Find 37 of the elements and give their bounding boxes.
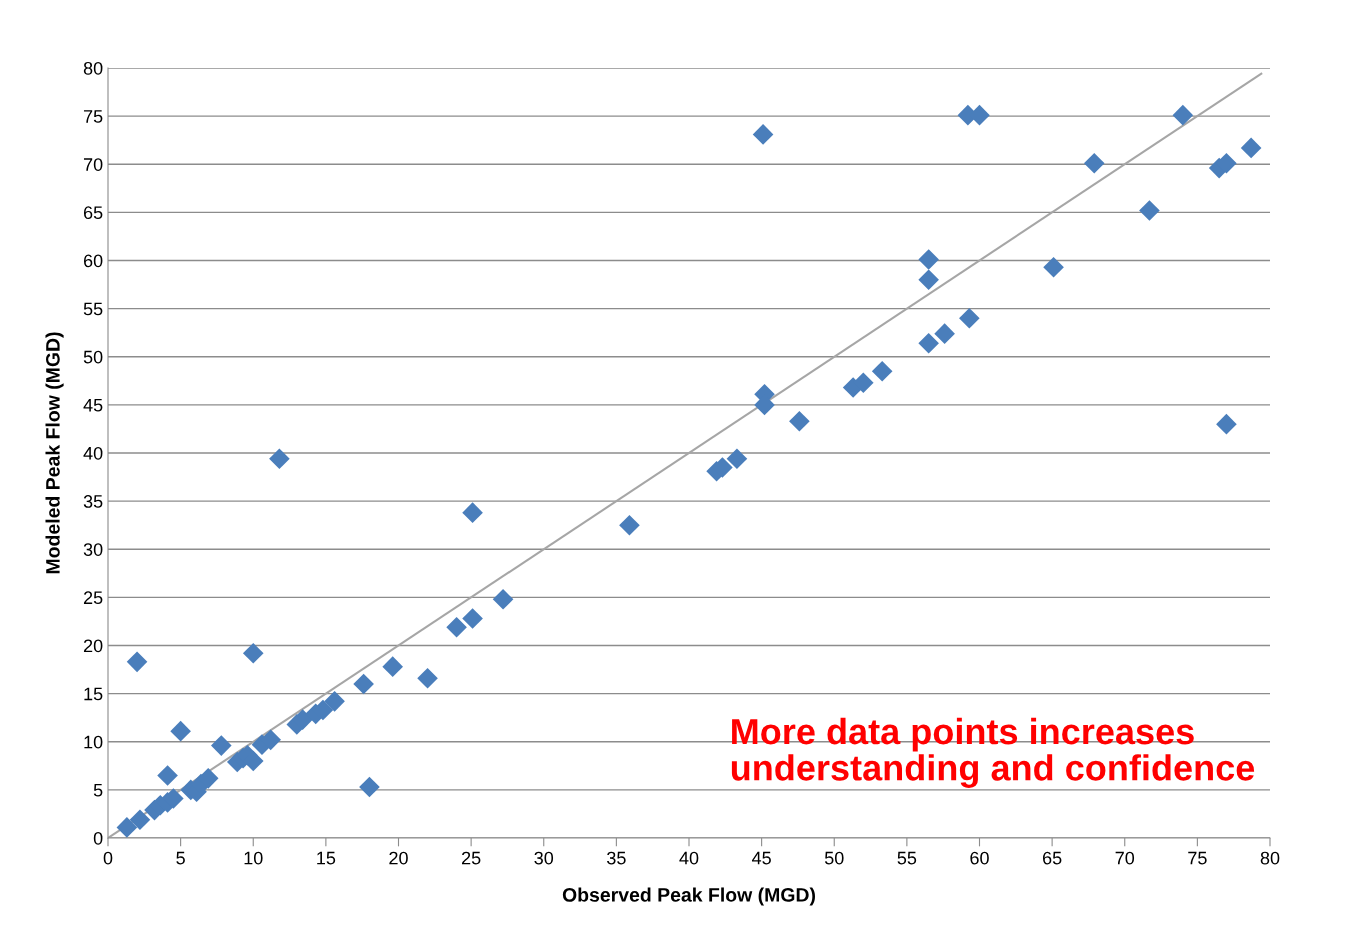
y-tick-label: 65 — [83, 206, 103, 220]
y-tick-label: 80 — [83, 61, 103, 75]
y-tick-label: 75 — [83, 110, 103, 123]
x-tick-label: 55 — [897, 851, 917, 865]
y-tick-label: 0 — [93, 831, 103, 845]
y-tick-label: 30 — [83, 543, 103, 556]
x-tick-label: 65 — [1043, 851, 1062, 865]
x-tick-label: 40 — [679, 851, 699, 865]
y-tick-label: 50 — [83, 350, 103, 364]
x-tick-label: 10 — [244, 851, 263, 865]
y-tick-label: 60 — [83, 254, 103, 268]
x-tick-label: 50 — [824, 851, 844, 865]
x-tick-label: 20 — [389, 851, 408, 865]
y-tick-label: 45 — [83, 399, 103, 412]
x-axis-title: Observed Peak Flow (MGD) — [562, 887, 815, 906]
x-tick-label: 30 — [534, 851, 554, 865]
x-tick-label: 80 — [1260, 851, 1280, 865]
y-tick-label: 10 — [84, 735, 103, 749]
y-tick-label: 35 — [83, 495, 103, 508]
y-tick-label: 25 — [83, 591, 103, 605]
annotation: More data points increases understanding and confidence — [731, 717, 1255, 788]
y-tick-label: 55 — [83, 302, 103, 316]
x-tick-label: 75 — [1188, 851, 1207, 865]
x-tick-label: 70 — [1115, 851, 1135, 865]
x-tick-label: 15 — [317, 851, 336, 865]
x-tick-label: 0 — [103, 851, 113, 865]
y-axis-title: Modeled Peak Flow (MGD) — [45, 332, 64, 574]
x-tick-label: 45 — [752, 851, 771, 865]
x-tick-label: 35 — [607, 851, 626, 865]
y-tick-label: 40 — [83, 446, 103, 460]
y-tick-label: 20 — [83, 639, 103, 653]
x-tick-label: 60 — [970, 851, 989, 865]
x-tick-label: 25 — [461, 851, 481, 865]
y-tick-label: 5 — [93, 784, 103, 797]
y-tick-label: 15 — [84, 687, 103, 701]
y-tick-label: 70 — [83, 158, 103, 171]
x-tick-label: 5 — [176, 851, 185, 865]
